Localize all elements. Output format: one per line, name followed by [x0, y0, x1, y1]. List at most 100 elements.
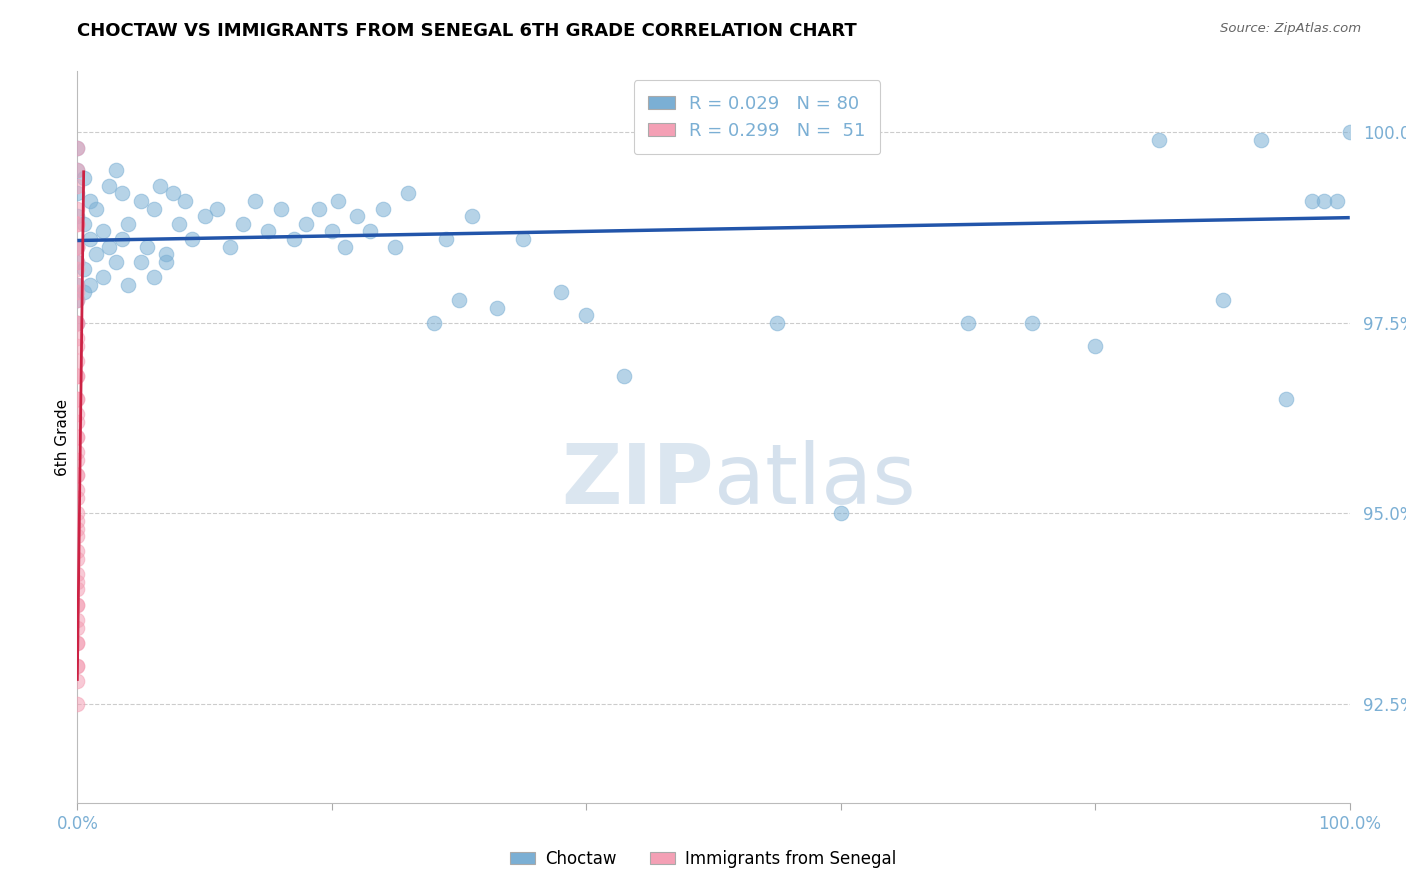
- Point: [136, 239, 159, 253]
- Point: [1301, 194, 1323, 208]
- Point: [66, 316, 89, 330]
- Point: [66, 277, 89, 292]
- Point: [66, 293, 89, 307]
- Point: [66, 544, 89, 558]
- Point: [129, 255, 152, 269]
- Point: [66, 209, 89, 223]
- Point: [66, 673, 89, 688]
- Point: [66, 613, 89, 627]
- Point: [180, 232, 202, 246]
- Point: [66, 453, 89, 467]
- Point: [149, 178, 172, 193]
- Point: [384, 239, 406, 253]
- Point: [207, 202, 229, 216]
- Point: [512, 232, 534, 246]
- Point: [117, 277, 139, 292]
- Point: [66, 369, 89, 384]
- Point: [371, 202, 394, 216]
- Point: [73, 217, 96, 231]
- Point: [308, 202, 330, 216]
- Point: [333, 239, 356, 253]
- Point: [321, 224, 343, 238]
- Point: [66, 621, 89, 635]
- Point: [73, 285, 96, 300]
- Point: [66, 598, 89, 612]
- Point: [283, 232, 305, 246]
- Point: [66, 521, 89, 535]
- Text: Source: ZipAtlas.com: Source: ZipAtlas.com: [1220, 22, 1361, 36]
- Point: [91, 270, 114, 285]
- Point: [129, 194, 152, 208]
- Point: [766, 316, 789, 330]
- Legend: Choctaw, Immigrants from Senegal: Choctaw, Immigrants from Senegal: [503, 844, 903, 875]
- Point: [66, 506, 89, 520]
- Point: [66, 178, 89, 193]
- Point: [575, 308, 598, 322]
- Point: [830, 506, 852, 520]
- Point: [66, 415, 89, 429]
- Point: [194, 209, 217, 223]
- Point: [1021, 316, 1043, 330]
- Point: [66, 582, 89, 597]
- Point: [66, 186, 89, 201]
- Point: [486, 301, 509, 315]
- Point: [66, 392, 89, 406]
- Point: [155, 255, 177, 269]
- Point: [359, 224, 381, 238]
- Point: [66, 468, 89, 483]
- Point: [1339, 125, 1361, 139]
- Point: [66, 202, 89, 216]
- Point: [66, 239, 89, 253]
- Point: [328, 194, 350, 208]
- Point: [66, 316, 89, 330]
- Point: [142, 270, 165, 285]
- Point: [111, 186, 134, 201]
- Point: [117, 217, 139, 231]
- Point: [66, 140, 89, 154]
- Point: [1084, 338, 1107, 352]
- Point: [66, 407, 89, 421]
- Point: [550, 285, 572, 300]
- Point: [66, 316, 89, 330]
- Point: [461, 209, 484, 223]
- Point: [1147, 133, 1170, 147]
- Point: [66, 338, 89, 352]
- Point: [66, 255, 89, 269]
- Point: [613, 369, 636, 384]
- Point: [66, 574, 89, 589]
- Point: [66, 658, 89, 673]
- Point: [66, 369, 89, 384]
- Point: [73, 262, 96, 277]
- Point: [346, 209, 368, 223]
- Point: [66, 468, 89, 483]
- Point: [270, 202, 292, 216]
- Point: [66, 552, 89, 566]
- Point: [1275, 392, 1298, 406]
- Legend: R = 0.029   N = 80, R = 0.299   N =  51: R = 0.029 N = 80, R = 0.299 N = 51: [634, 80, 880, 154]
- Point: [66, 658, 89, 673]
- Point: [66, 430, 89, 444]
- Point: [98, 239, 121, 253]
- Point: [66, 239, 89, 253]
- Point: [86, 202, 108, 216]
- Point: [155, 247, 177, 261]
- Point: [66, 636, 89, 650]
- Point: [142, 202, 165, 216]
- Point: [167, 217, 190, 231]
- Point: [219, 239, 242, 253]
- Point: [79, 232, 101, 246]
- Point: [66, 430, 89, 444]
- Point: [66, 636, 89, 650]
- Point: [1326, 194, 1348, 208]
- Point: [162, 186, 184, 201]
- Point: [66, 697, 89, 711]
- Point: [66, 529, 89, 543]
- Point: [73, 171, 96, 186]
- Point: [66, 514, 89, 528]
- Text: atlas: atlas: [714, 441, 915, 522]
- Point: [66, 331, 89, 345]
- Y-axis label: 6th Grade: 6th Grade: [55, 399, 70, 475]
- Point: [422, 316, 444, 330]
- Point: [79, 194, 101, 208]
- Point: [86, 247, 108, 261]
